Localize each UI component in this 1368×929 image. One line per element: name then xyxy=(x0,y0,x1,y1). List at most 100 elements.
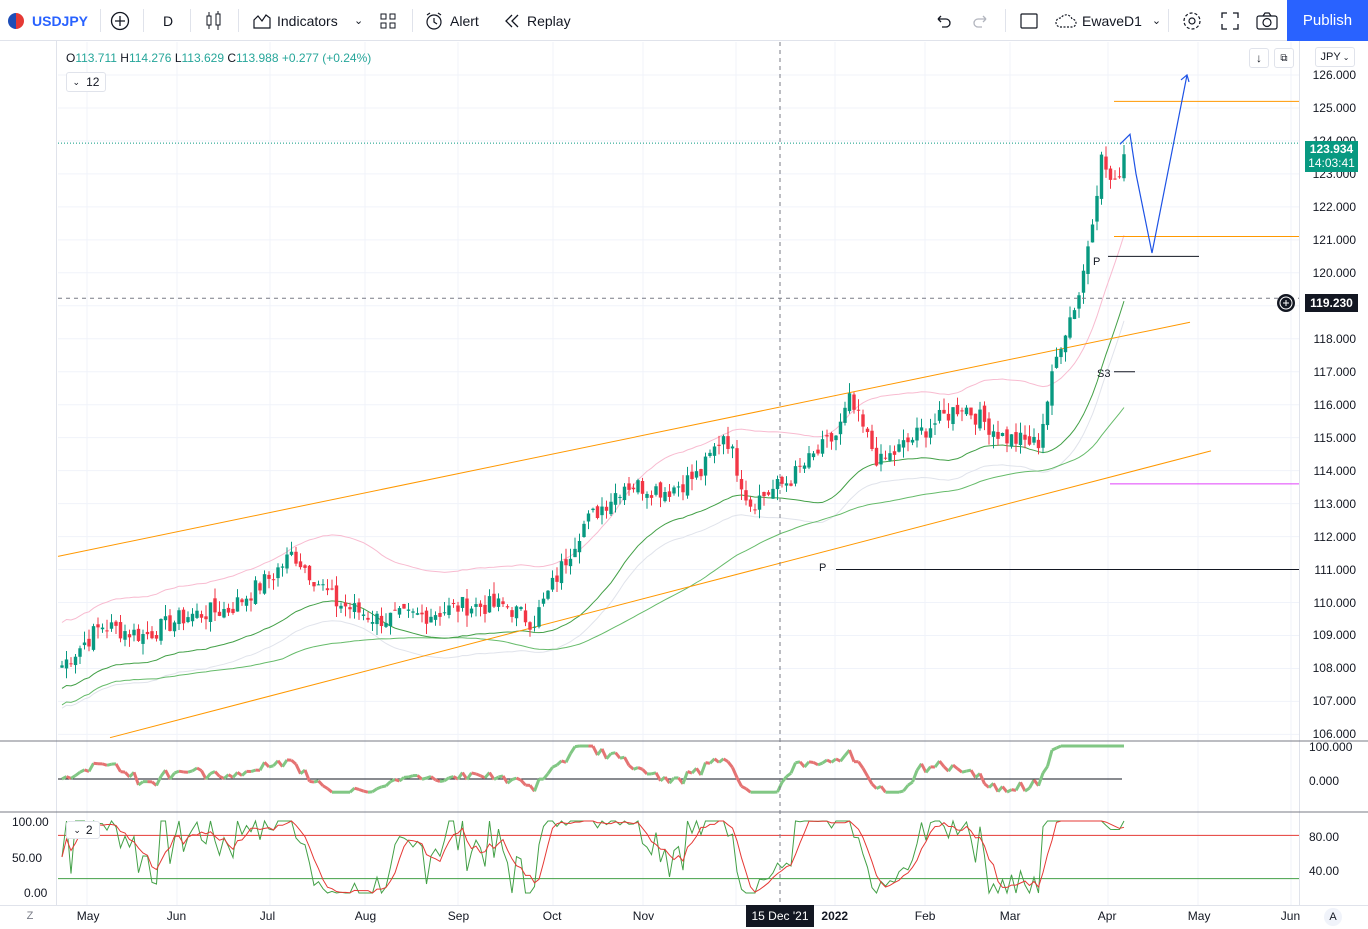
interval-button[interactable]: D xyxy=(163,0,173,41)
candle-body xyxy=(172,622,177,632)
osc1-segment xyxy=(155,775,163,787)
undo-button[interactable] xyxy=(934,0,952,41)
chart-type-button[interactable] xyxy=(204,0,224,41)
channel-upper-line[interactable] xyxy=(57,321,1191,557)
candle-body xyxy=(159,618,163,641)
candle-body xyxy=(64,659,69,669)
grid-lines xyxy=(0,42,1368,905)
candle-body xyxy=(852,394,856,410)
candle-body xyxy=(469,608,474,614)
indicators-dropdown-icon[interactable]: ⌄ xyxy=(354,15,364,27)
osc1-segment xyxy=(848,749,856,763)
osc1-segment xyxy=(236,771,243,777)
wave-projection-path[interactable] xyxy=(1119,74,1188,254)
auto-scale-button[interactable]: A xyxy=(1324,908,1342,926)
candle-body xyxy=(762,492,766,497)
fullscreen-layout-button[interactable] xyxy=(1019,0,1039,41)
elliott-projection[interactable] xyxy=(1119,73,1190,254)
osc1-segment xyxy=(268,764,274,769)
candle-body xyxy=(231,608,235,614)
candle-body xyxy=(73,656,78,666)
candle-body xyxy=(901,440,906,448)
plus-circle-icon xyxy=(1279,296,1293,310)
candle-body xyxy=(933,423,937,425)
candle-body xyxy=(865,428,870,433)
candle-body xyxy=(280,566,285,568)
osc1-segment xyxy=(564,752,572,763)
last-price-tag: 123.934 14:03:41 xyxy=(1305,141,1358,172)
redo-button[interactable] xyxy=(972,0,990,41)
candle-body xyxy=(856,409,861,411)
chevron-down-icon: ⌄ xyxy=(1151,15,1162,27)
candle-body xyxy=(1027,436,1032,445)
candle-body xyxy=(154,635,159,639)
candle-body xyxy=(87,638,91,647)
candle-body xyxy=(717,444,721,446)
alert-button[interactable]: Alert xyxy=(424,0,479,41)
candle-body xyxy=(1122,154,1126,179)
pivot-label: P xyxy=(819,562,827,574)
osc1-segment xyxy=(114,763,122,773)
arrow-head-icon xyxy=(1180,73,1190,83)
compare-button[interactable] xyxy=(109,0,131,41)
time-scale[interactable] xyxy=(0,905,1368,929)
channel-lower-line[interactable] xyxy=(109,450,1212,739)
currency-select[interactable]: JPY ⌄ xyxy=(1315,47,1355,67)
price-tick-label: 113.000 xyxy=(1313,496,1357,511)
osc1-segment xyxy=(857,760,865,770)
candle-body xyxy=(226,607,231,613)
candle-body xyxy=(1045,401,1050,426)
replay-button[interactable]: Replay xyxy=(503,0,571,41)
osc1-segment xyxy=(74,770,81,777)
symbol-label: USDJPY xyxy=(32,12,89,29)
candle-body xyxy=(82,642,87,646)
chevron-down-icon: ⌄ xyxy=(73,824,81,835)
osc1-segment xyxy=(363,789,369,794)
osc1-segment xyxy=(641,768,649,775)
horizontal-levels[interactable] xyxy=(58,100,1299,571)
osc1-segment xyxy=(354,786,360,791)
osc1-segment xyxy=(196,766,203,772)
symbol-search[interactable]: USDJPY xyxy=(8,0,88,41)
candle-body xyxy=(370,622,375,624)
fullscreen-button[interactable] xyxy=(1220,0,1240,41)
crosshair-add-button[interactable] xyxy=(1277,294,1295,312)
time-tick-label: Apr xyxy=(1097,909,1117,923)
candle-body xyxy=(532,626,537,628)
snapshot-button[interactable] xyxy=(1255,0,1279,41)
candle-body xyxy=(276,567,280,579)
layout-menu-button[interactable]: EwaveD1 ⌄ xyxy=(1054,0,1161,41)
pivot-label: P xyxy=(1093,256,1101,268)
stochastic-d-line xyxy=(61,820,1125,894)
candle-body xyxy=(343,602,348,607)
candle-body xyxy=(208,602,213,622)
publish-button[interactable]: Publish xyxy=(1287,0,1368,41)
candle-body xyxy=(739,478,744,490)
osc1-segment xyxy=(605,752,613,760)
osc1-segment xyxy=(830,757,837,764)
time-tick-label: Nov xyxy=(632,909,655,923)
candle-body xyxy=(663,492,667,502)
time-tick-label: Jun xyxy=(166,909,187,923)
candle-body xyxy=(771,488,775,499)
scroll-down-button[interactable]: ↓ xyxy=(1249,48,1269,68)
oscillator-collapse-toggle[interactable]: ⌄ 2 xyxy=(66,821,100,839)
candle-body xyxy=(1113,178,1117,180)
candle-body xyxy=(249,598,253,601)
indicators-collapse-toggle[interactable]: ⌄ 12 xyxy=(66,72,106,92)
trend-channel[interactable] xyxy=(57,321,1212,739)
zoom-reset-button[interactable]: Z xyxy=(26,910,34,922)
indicators-icon xyxy=(253,13,271,29)
osc1-segment xyxy=(84,768,90,773)
osc1-segment xyxy=(956,767,963,774)
indicators-button[interactable]: Indicators xyxy=(252,0,338,41)
price-tick-label: 117.000 xyxy=(1313,364,1357,379)
osc1-segment xyxy=(479,774,486,780)
price-scale[interactable] xyxy=(1299,41,1368,905)
settings-button[interactable] xyxy=(1181,0,1203,41)
price-tick-label: 120.000 xyxy=(1312,265,1356,280)
restore-pane-button[interactable]: ⧉ xyxy=(1274,48,1294,68)
templates-button[interactable] xyxy=(378,0,398,41)
candle-body xyxy=(438,612,442,617)
